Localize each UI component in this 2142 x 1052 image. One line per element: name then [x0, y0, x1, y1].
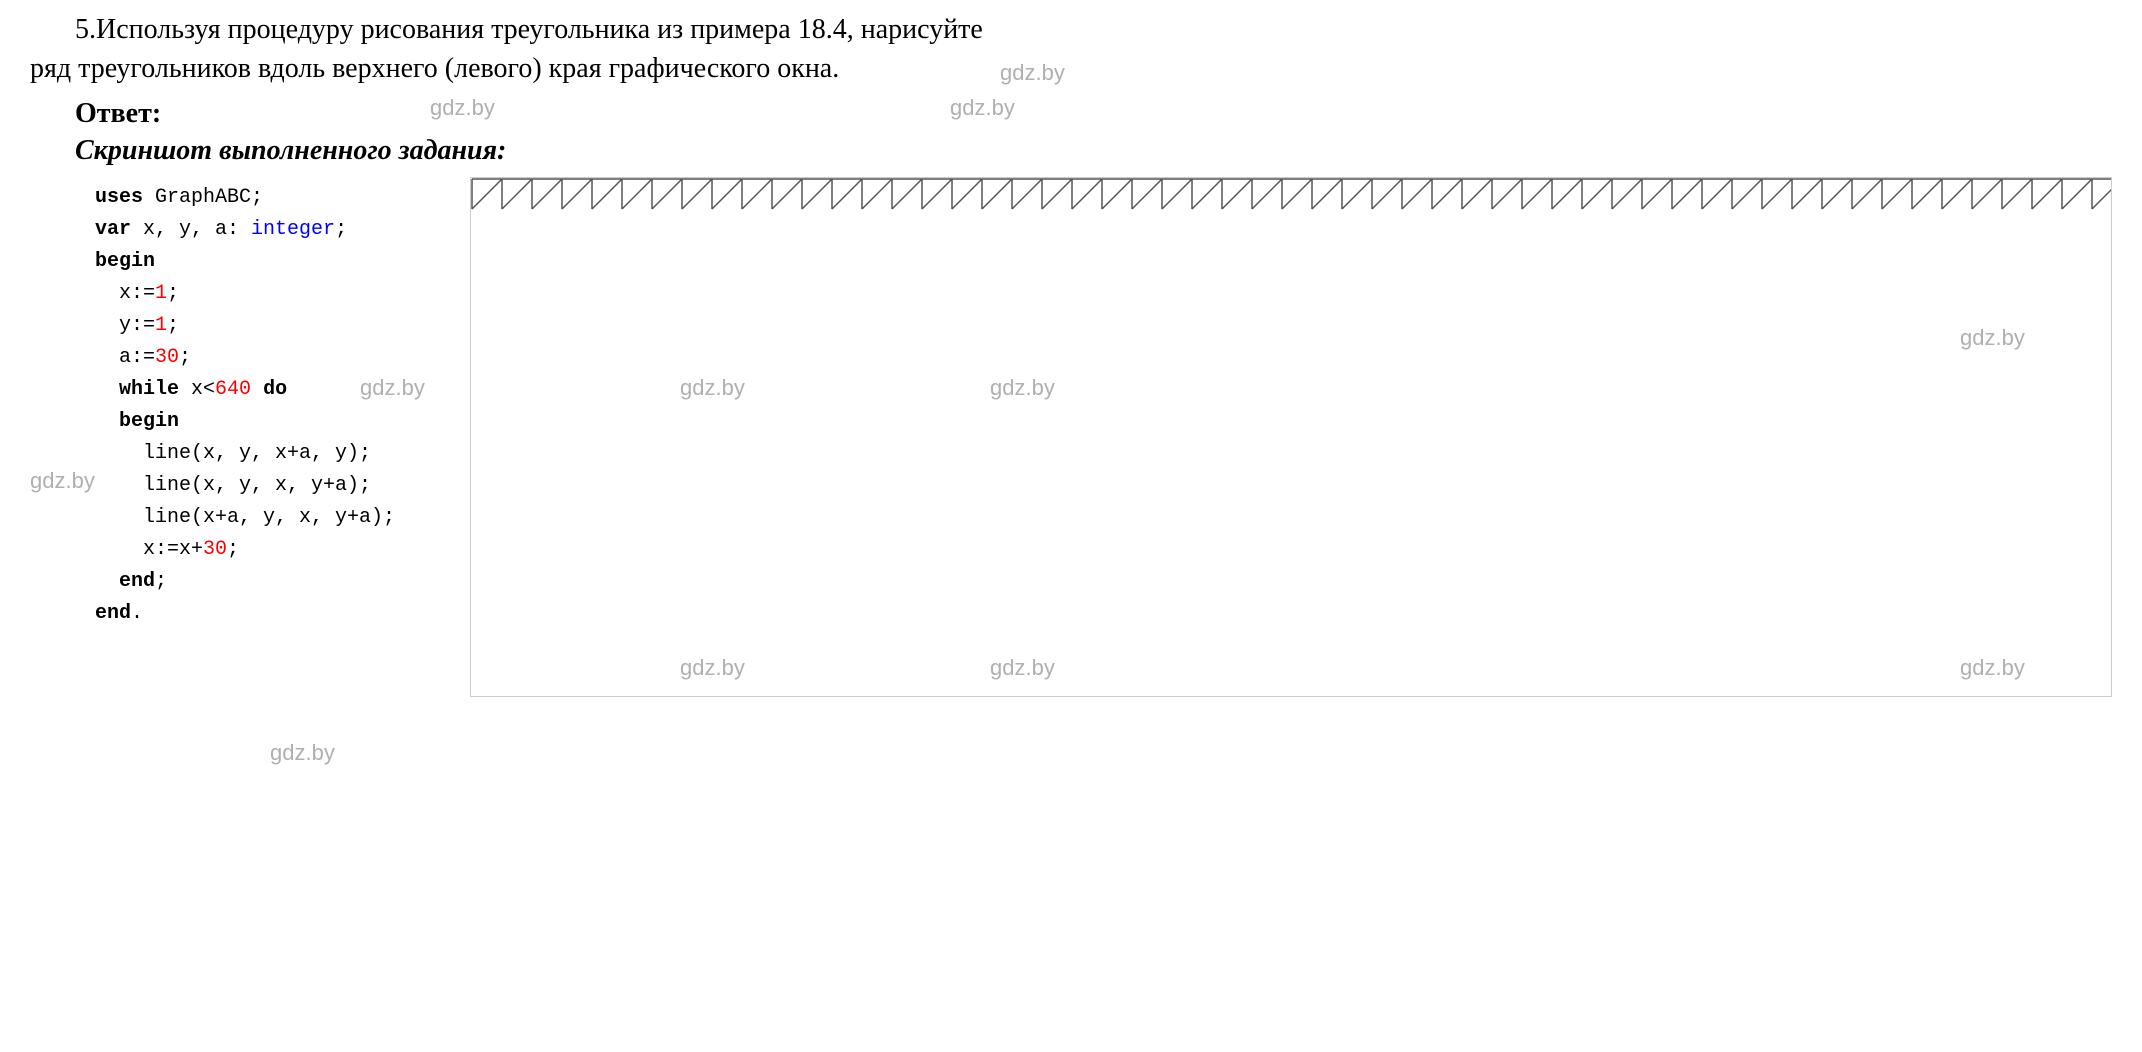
triangles-output — [471, 178, 2111, 238]
code-line: x:=1; — [95, 278, 445, 310]
task-text: 5.Используя процедуру рисования треуголь… — [30, 10, 2112, 88]
code-line: while x<640 do — [95, 374, 445, 406]
code-line: y:=1; — [95, 310, 445, 342]
task-line2: ряд треугольников вдоль верхнего (левого… — [30, 53, 839, 84]
code-line: end. — [95, 598, 445, 630]
code-line: var x, y, a: integer; — [95, 214, 445, 246]
task-line1: 5.Используя процедуру рисования треуголь… — [30, 14, 983, 45]
graphics-window — [470, 177, 2112, 697]
answer-label: Ответ: — [30, 98, 2112, 130]
code-line: x:=x+30; — [95, 534, 445, 566]
code-line: a:=30; — [95, 342, 445, 374]
content-area: uses GraphABC;var x, y, a: integer;begin… — [90, 177, 2112, 697]
code-line: uses GraphABC; — [95, 182, 445, 214]
code-line: begin — [95, 406, 445, 438]
code-line: line(x, y, x+a, y); — [95, 438, 445, 470]
watermark: gdz.by — [270, 740, 335, 766]
screenshot-label: Скриншот выполненного задания: — [30, 135, 2112, 167]
code-line: begin — [95, 246, 445, 278]
code-line: line(x, y, x, y+a); — [95, 470, 445, 502]
watermark: gdz.by — [30, 468, 95, 494]
code-panel: uses GraphABC;var x, y, a: integer;begin… — [90, 177, 450, 697]
code-line: end; — [95, 566, 445, 598]
code-line: line(x+a, y, x, y+a); — [95, 502, 445, 534]
